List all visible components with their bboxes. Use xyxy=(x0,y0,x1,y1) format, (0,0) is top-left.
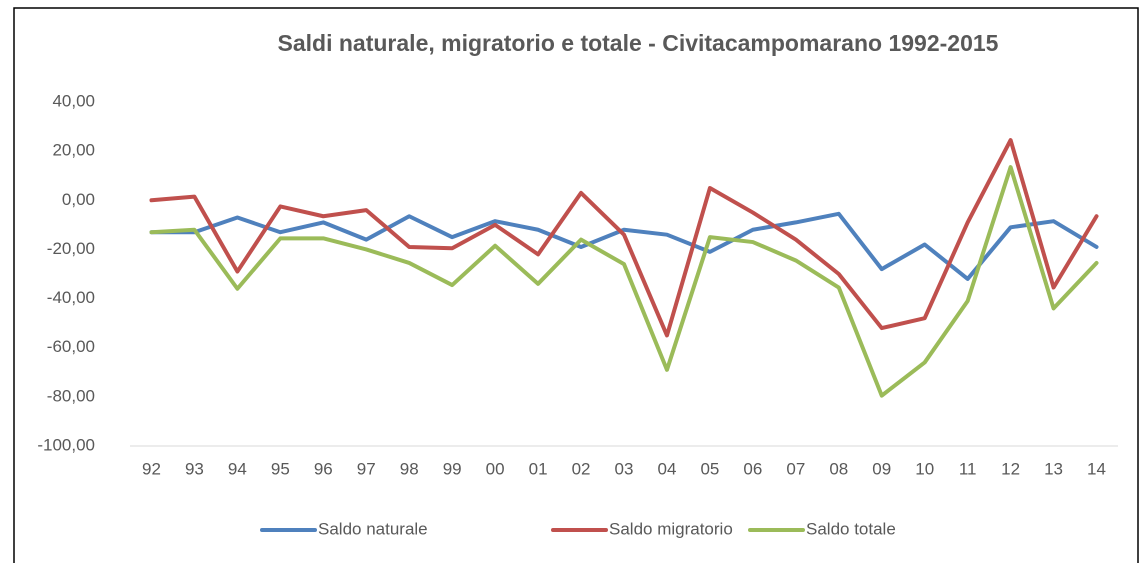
x-tick-label: 93 xyxy=(185,459,204,478)
legend-label: Saldo totale xyxy=(806,519,896,538)
x-tick-label: 94 xyxy=(228,459,247,478)
x-tick-label: 14 xyxy=(1087,459,1106,478)
y-tick-label: -80,00 xyxy=(47,386,95,405)
series-line xyxy=(149,165,1099,398)
y-tick-label: 0,00 xyxy=(62,190,95,209)
x-tick-label: 01 xyxy=(529,459,548,478)
x-tick-label: 10 xyxy=(915,459,934,478)
x-tick-label: 99 xyxy=(443,459,462,478)
x-tick-label: 12 xyxy=(1001,459,1020,478)
x-tick-label: 98 xyxy=(400,459,419,478)
legend-label: Saldo migratorio xyxy=(609,519,733,538)
x-tick-label: 13 xyxy=(1044,459,1063,478)
x-tick-label: 09 xyxy=(872,459,891,478)
x-tick-label: 07 xyxy=(786,459,805,478)
y-tick-label: -20,00 xyxy=(47,239,95,258)
y-tick-label: 40,00 xyxy=(52,91,95,110)
x-tick-label: 08 xyxy=(829,459,848,478)
x-tick-label: 11 xyxy=(959,459,977,478)
x-tick-label: 05 xyxy=(700,459,719,478)
x-tick-label: 96 xyxy=(314,459,333,478)
x-tick-label: 92 xyxy=(142,459,161,478)
y-tick-label: 20,00 xyxy=(52,141,95,160)
x-tick-label: 04 xyxy=(657,459,676,478)
series-line xyxy=(149,211,1099,281)
y-tick-label: -40,00 xyxy=(47,288,95,307)
legend-label: Saldo naturale xyxy=(318,519,428,538)
series-line xyxy=(149,138,1099,338)
x-tick-label: 02 xyxy=(572,459,591,478)
chart-title: Saldi naturale, migratorio e totale - Ci… xyxy=(278,30,999,56)
x-tick-label: 00 xyxy=(486,459,505,478)
chart-frame xyxy=(13,7,1139,563)
x-tick-label: 06 xyxy=(743,459,762,478)
x-tick-label: 97 xyxy=(357,459,376,478)
y-tick-label: -60,00 xyxy=(47,337,95,356)
x-tick-label: 03 xyxy=(615,459,634,478)
y-tick-label: -100,00 xyxy=(37,435,95,454)
x-tick-label: 95 xyxy=(271,459,290,478)
